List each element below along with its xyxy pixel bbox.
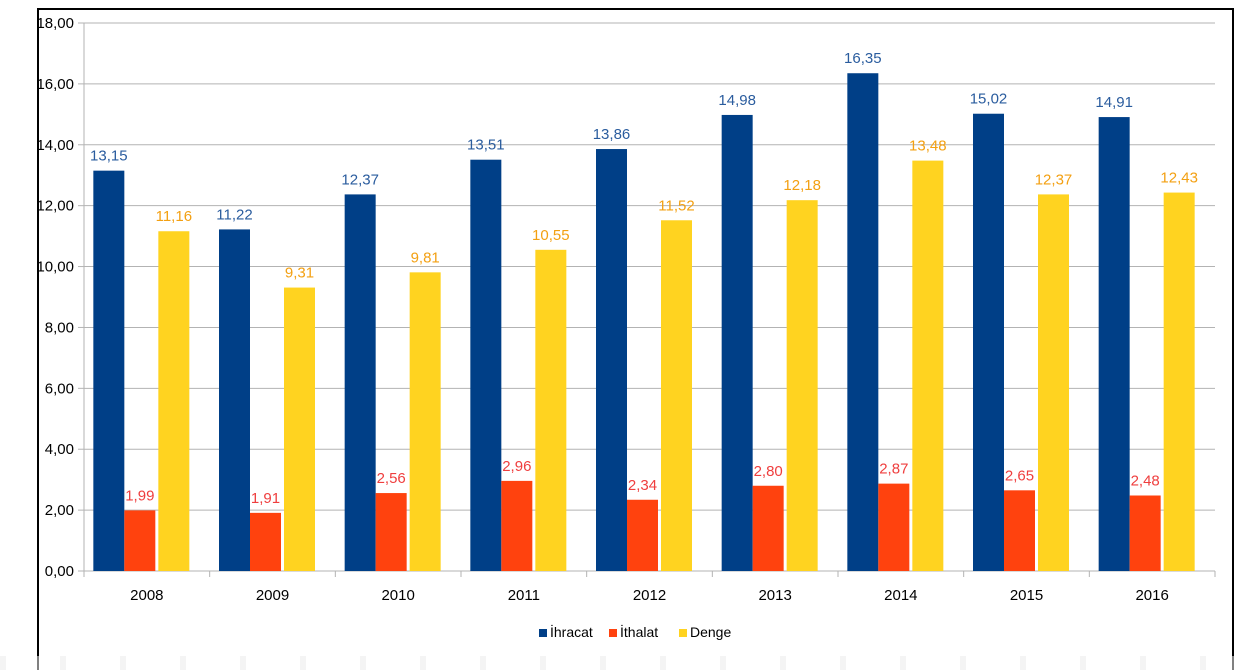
data-label: 11,52 bbox=[658, 197, 694, 214]
bar-ithalat bbox=[124, 510, 156, 571]
data-label: 11,16 bbox=[156, 208, 192, 225]
bar-denge bbox=[158, 231, 190, 572]
bar-ithalat bbox=[501, 480, 533, 571]
data-label: 2,56 bbox=[377, 470, 406, 487]
legend-swatch bbox=[609, 629, 617, 637]
gridlines bbox=[78, 22, 1216, 577]
data-label: 2,48 bbox=[1131, 472, 1160, 489]
bar-ithalat bbox=[752, 485, 784, 571]
y-tick-label: 4,00 bbox=[45, 441, 74, 458]
data-label: 14,98 bbox=[718, 92, 756, 109]
y-tick-label: 18,00 bbox=[36, 15, 74, 32]
bar-denge bbox=[912, 160, 944, 571]
legend-label: Denge bbox=[690, 624, 731, 640]
y-axis-ticks: 0,00 2,00 4,00 6,00 8,00 10,00 12,00 14,00 16,00… bbox=[36, 15, 74, 580]
data-label: 13,51 bbox=[467, 137, 505, 154]
y-tick-label: 16,00 bbox=[36, 76, 74, 93]
bar-ithalat bbox=[1004, 490, 1035, 571]
x-tick-label: 2014 bbox=[884, 587, 917, 604]
data-label: 2,34 bbox=[628, 477, 657, 494]
x-tick-label: 2010 bbox=[381, 587, 414, 604]
bar-denge bbox=[1038, 194, 1069, 571]
data-label: 12,37 bbox=[341, 171, 379, 188]
data-label: 16,35 bbox=[844, 50, 882, 67]
x-tick-label: 2011 bbox=[508, 587, 540, 604]
bar-ihracat bbox=[721, 114, 753, 571]
data-label: 12,43 bbox=[1160, 170, 1198, 187]
y-tick-label: 6,00 bbox=[45, 380, 74, 397]
bar-ithalat bbox=[250, 512, 281, 571]
data-label: 2,96 bbox=[502, 458, 531, 475]
bar-ihracat bbox=[973, 113, 1004, 572]
bar-ihracat bbox=[93, 170, 125, 571]
data-label: 13,15 bbox=[90, 148, 128, 165]
bar-ihracat bbox=[470, 159, 502, 571]
bar-denge bbox=[786, 200, 818, 572]
y-tick-label: 14,00 bbox=[36, 137, 74, 154]
bar-ithalat bbox=[878, 483, 910, 571]
data-label: 13,48 bbox=[909, 138, 947, 155]
data-label: 10,55 bbox=[532, 227, 570, 244]
data-label: 11,22 bbox=[216, 206, 252, 223]
legend-label: İthalat bbox=[620, 623, 658, 640]
legend-swatch bbox=[679, 629, 687, 637]
x-tick-label: 2009 bbox=[256, 587, 289, 604]
data-label: 9,81 bbox=[411, 249, 440, 266]
data-label: 9,31 bbox=[285, 265, 314, 282]
x-tick-label: 2012 bbox=[633, 587, 666, 604]
bar-ithalat bbox=[375, 493, 407, 571]
x-tick-label: 2016 bbox=[1135, 587, 1168, 604]
data-label: 12,18 bbox=[783, 177, 821, 194]
y-tick-label: 2,00 bbox=[45, 502, 74, 519]
data-label: 2,87 bbox=[879, 461, 908, 478]
bars bbox=[93, 73, 1195, 572]
data-label: 2,80 bbox=[754, 463, 783, 480]
data-labels: 13,15 1,99 11,16 11,22 1,91 9,31 12,37 2,56 9,81… bbox=[90, 50, 1198, 507]
bar-ihracat bbox=[596, 149, 627, 572]
bar-ithalat bbox=[627, 499, 658, 571]
bar-ihracat bbox=[219, 229, 250, 571]
legend-label: İhracat bbox=[550, 623, 593, 640]
bar-ihracat bbox=[344, 194, 376, 571]
cropped-text-strip bbox=[0, 656, 1236, 670]
legend: İhracat İthalat Denge bbox=[539, 623, 731, 640]
x-tick-label: 2013 bbox=[758, 587, 791, 604]
x-tick-label: 2015 bbox=[1010, 587, 1043, 604]
y-tick-label: 8,00 bbox=[45, 319, 74, 336]
x-axis-ticks: 2008 2009 2010 2011 2012 2013 2014 2015 2016 bbox=[130, 587, 1169, 604]
bar-denge bbox=[409, 272, 441, 571]
y-tick-label: 0,00 bbox=[45, 563, 74, 580]
data-label: 1,91 bbox=[251, 490, 280, 507]
y-tick-label: 10,00 bbox=[36, 259, 74, 276]
bar-ihracat bbox=[1098, 117, 1130, 571]
y-tick-label: 12,00 bbox=[36, 198, 74, 215]
x-tick-label: 2008 bbox=[130, 587, 163, 604]
data-label: 1,99 bbox=[125, 487, 154, 504]
data-label: 12,37 bbox=[1035, 171, 1073, 188]
bar-ihracat bbox=[847, 73, 879, 571]
bar-denge bbox=[1163, 192, 1195, 571]
data-label: 13,86 bbox=[593, 126, 631, 143]
legend-swatch bbox=[539, 629, 547, 637]
data-label: 14,91 bbox=[1095, 94, 1133, 111]
bar-denge bbox=[535, 249, 567, 572]
data-label: 2,65 bbox=[1005, 467, 1034, 484]
bar-ithalat bbox=[1129, 495, 1161, 571]
data-label: 15,02 bbox=[970, 91, 1008, 108]
bar-denge bbox=[661, 220, 692, 571]
bar-denge bbox=[284, 287, 315, 571]
